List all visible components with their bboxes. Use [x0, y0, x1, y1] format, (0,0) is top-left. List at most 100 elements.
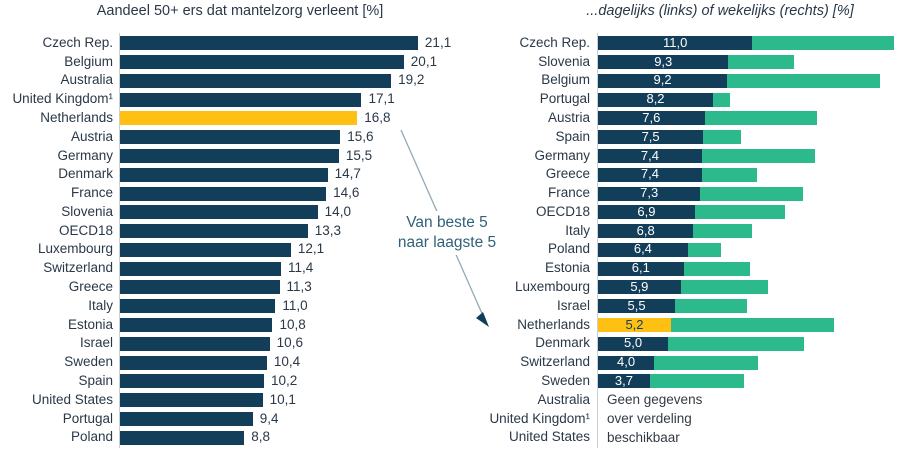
chart-row: Czech Rep. 21,1: [0, 34, 451, 53]
bar-total: [120, 411, 253, 426]
chart-row: Slovenia 9,3: [450, 53, 900, 72]
chart-row: United States 10,1: [0, 391, 450, 410]
country-label: Switzerland: [43, 260, 113, 276]
chart-row: Portugal 8,2: [450, 90, 900, 109]
daily-value-label: 11,0: [662, 34, 688, 50]
daily-value-label: 5,0: [624, 335, 643, 351]
value-label: 8,8: [251, 429, 271, 445]
bar-total: [120, 261, 281, 276]
chart-total-informal-care: Aandeel 50+ ers dat mantelzorg verleent …: [0, 3, 451, 448]
bar-daily: [598, 148, 702, 163]
bar-daily: [598, 92, 714, 107]
chart-row: Netherlands 16,8: [0, 109, 450, 128]
chart-row: France 14,6: [0, 184, 450, 203]
value-label: 10,2: [271, 373, 298, 389]
left-axis-line: [119, 33, 120, 448]
daily-value-label: 6,1: [631, 260, 650, 276]
bar-daily: [598, 374, 650, 389]
bar-daily: [598, 167, 702, 182]
bar-weekly: [752, 36, 895, 51]
country-label: Denmark: [58, 166, 113, 182]
bar-weekly: [701, 167, 757, 182]
no-data-note-line: over verdeling: [607, 411, 692, 427]
chart-row: Estonia 6,1: [450, 259, 900, 278]
bar-weekly: [683, 261, 750, 276]
chart-row: Poland 6,4: [450, 240, 900, 259]
bar-weekly: [701, 148, 816, 163]
chart-row: Switzerland 11,4: [0, 259, 450, 278]
value-label: 10,8: [279, 316, 306, 332]
country-label: United Kingdom¹: [489, 410, 590, 426]
country-label: Czech Rep.: [42, 34, 113, 50]
chart-row: OECD18 13,3: [0, 222, 450, 241]
country-label: Belgium: [64, 53, 113, 69]
bar-total: [120, 205, 318, 220]
country-label: OECD18: [535, 203, 590, 219]
value-label: 15,5: [345, 147, 373, 163]
bar-weekly: [700, 186, 803, 201]
value-label: 20,1: [410, 53, 438, 69]
bar-total: [120, 299, 276, 314]
country-label: Netherlands: [40, 109, 113, 125]
chart-row: Sweden 3,7: [450, 372, 900, 391]
chart-row: United States: [450, 428, 900, 447]
country-label: Israel: [79, 335, 113, 351]
bar-weekly: [713, 92, 730, 107]
bar-daily: [598, 261, 684, 276]
chart-row: Belgium 9,2: [450, 71, 900, 90]
daily-value-label: 6,9: [637, 203, 656, 219]
bar-total: [120, 318, 273, 333]
country-label: Slovenia: [538, 53, 590, 69]
annotation-line-2: naar laagste 5: [397, 234, 497, 251]
bar-daily: [598, 299, 676, 314]
bar-weekly: [704, 111, 817, 126]
bar-total: [120, 54, 404, 69]
daily-value-label: 6,4: [633, 241, 652, 257]
bar-weekly: [649, 374, 744, 389]
chart-row: United Kingdom¹: [450, 410, 900, 429]
left-chart-title: Aandeel 50+ ers dat mantelzorg verleent …: [96, 3, 384, 19]
country-label: Germany: [534, 147, 590, 163]
chart-row: Switzerland 4,0: [450, 353, 900, 372]
bar-total: [120, 92, 362, 107]
country-label: Belgium: [541, 72, 590, 88]
value-label: 19,2: [398, 72, 425, 88]
country-label: Israel: [556, 297, 590, 313]
bar-total: [120, 73, 392, 88]
country-label: Italy: [88, 297, 113, 313]
value-label: 14,6: [333, 185, 360, 201]
daily-value-label: 4,0: [617, 354, 636, 370]
bar-daily: [598, 242, 688, 257]
country-label: Estonia: [544, 260, 590, 276]
value-label: 10,6: [276, 335, 303, 351]
bar-total: [120, 393, 263, 408]
chart-row: Israel 10,6: [0, 334, 450, 353]
value-label: 10,1: [269, 391, 296, 407]
chart-row: Austria 7,6: [450, 109, 900, 128]
chart-row: Australia: [450, 391, 900, 410]
bar-total: [120, 130, 341, 145]
bar-weekly: [687, 242, 722, 257]
country-label: Estonia: [67, 316, 113, 332]
chart-row: Italy 6,8: [450, 222, 900, 241]
chart-row: Luxembourg 5,9: [450, 278, 900, 297]
chart-row: Belgium 20,1: [0, 53, 450, 72]
chart-row: Germany 15,5: [0, 147, 450, 166]
bar-weekly: [668, 336, 805, 351]
chart-row: Portugal 9,4: [0, 410, 450, 429]
bar-weekly: [703, 130, 742, 145]
bar-total: [120, 36, 418, 51]
daily-value-label: 5,2: [625, 316, 644, 332]
value-label: 12,1: [297, 241, 325, 257]
bar-daily: [598, 336, 669, 351]
bar-total: [120, 186, 327, 201]
daily-value-label: 6,8: [636, 222, 655, 238]
chart-row: OECD18 6,9: [450, 203, 900, 222]
bar-daily: [598, 111, 705, 126]
daily-value-label: 7,3: [640, 185, 659, 201]
bar-weekly: [694, 205, 785, 220]
daily-value-label: 3,7: [614, 373, 633, 389]
annotation-line-1: Van beste 5: [406, 214, 488, 231]
bar-daily-highlight: [598, 318, 671, 333]
